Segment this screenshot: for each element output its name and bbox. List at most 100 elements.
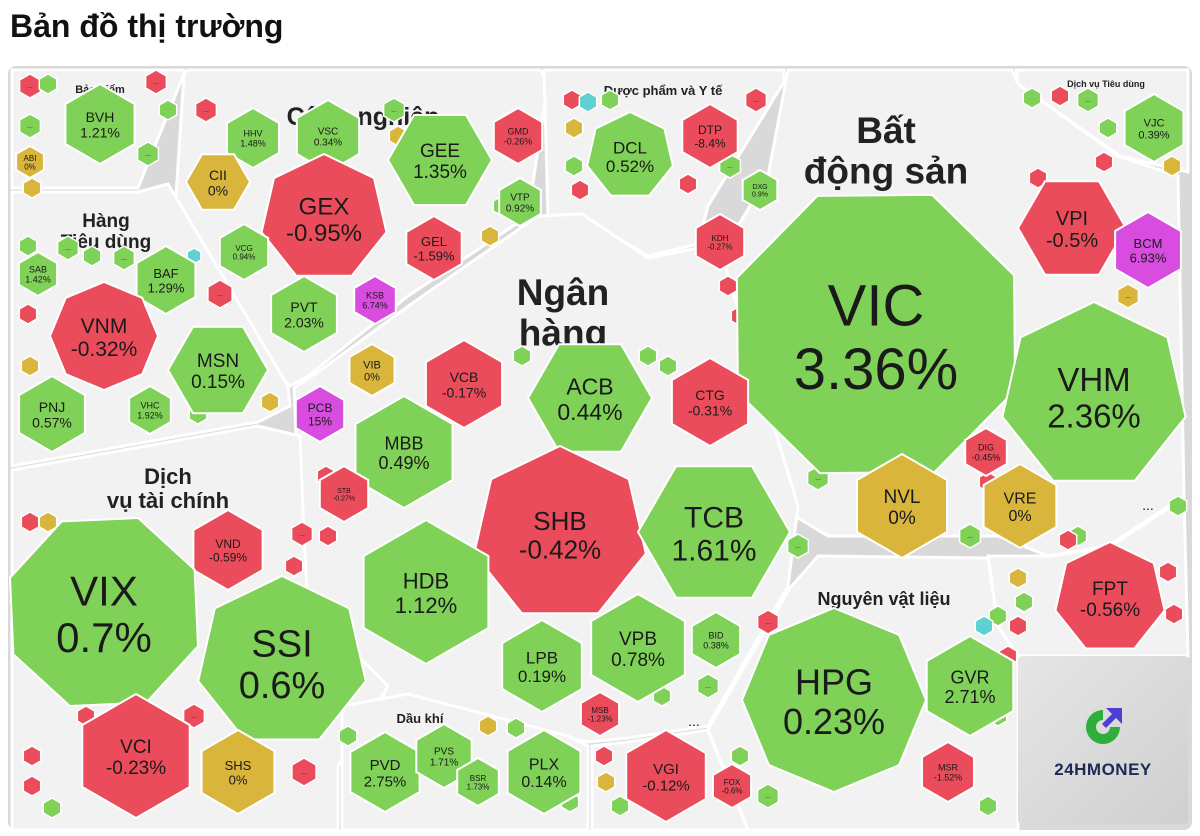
stock-cell-dtp[interactable] (681, 102, 739, 170)
minor-stock-cell[interactable] (1168, 495, 1188, 517)
minor-stock-cell[interactable] (658, 355, 678, 377)
stock-cell-gee[interactable] (386, 114, 494, 206)
minor-stock-cell[interactable] (284, 555, 304, 577)
stock-cell-vcb[interactable] (424, 338, 504, 430)
minor-stock-cell[interactable] (564, 117, 584, 139)
stock-cell-msn[interactable] (166, 325, 270, 415)
minor-stock-cell[interactable] (1022, 87, 1042, 109)
stock-cell-vib[interactable] (348, 342, 396, 398)
minor-stock-cell[interactable] (988, 605, 1008, 627)
minor-stock-cell[interactable] (1050, 85, 1070, 107)
stock-cell-ctg[interactable] (670, 356, 750, 448)
stock-cell-vre[interactable] (982, 462, 1058, 550)
minor-stock-cell[interactable] (596, 771, 616, 793)
minor-stock-cell[interactable] (22, 775, 42, 797)
stock-cell-dcl[interactable] (586, 110, 674, 197)
minor-stock-cell[interactable] (678, 173, 698, 195)
minor-stock-cell[interactable] (638, 345, 658, 367)
minor-stock-cell[interactable] (564, 155, 584, 177)
minor-stock-cell[interactable] (1158, 561, 1178, 583)
stock-cell-fox[interactable] (711, 762, 753, 810)
minor-stock-cell[interactable] (506, 717, 526, 739)
minor-stock-cell[interactable] (18, 113, 42, 139)
minor-stock-cell[interactable] (136, 141, 160, 167)
minor-stock-cell[interactable] (22, 745, 42, 767)
stock-cell-dig[interactable] (964, 426, 1008, 478)
minor-stock-cell[interactable] (1058, 529, 1078, 551)
stock-cell-kdh[interactable] (694, 212, 746, 272)
minor-stock-cell[interactable] (18, 303, 38, 325)
stock-cell-fpt[interactable] (1054, 540, 1166, 650)
minor-stock-cell[interactable] (730, 745, 750, 767)
stock-cell-pnj[interactable] (18, 374, 86, 454)
stock-cell-bsr[interactable] (456, 756, 500, 808)
minor-stock-cell[interactable] (696, 673, 720, 699)
stock-cell-vpb[interactable] (590, 592, 686, 704)
minor-stock-cell[interactable] (38, 73, 58, 95)
stock-cell-vgi[interactable] (625, 728, 707, 824)
stock-cell-hhv[interactable] (226, 106, 280, 170)
stock-cell-bcm[interactable] (1114, 210, 1182, 290)
minor-stock-cell[interactable] (562, 89, 582, 111)
stock-cell-vix[interactable] (8, 516, 200, 708)
more-stocks-label[interactable]: ... (688, 713, 700, 729)
minor-stock-cell[interactable] (112, 245, 136, 271)
minor-stock-cell[interactable] (578, 91, 598, 113)
minor-stock-cell[interactable] (207, 279, 233, 309)
minor-stock-cell[interactable] (338, 725, 358, 747)
minor-stock-cell[interactable] (22, 177, 42, 199)
stock-cell-lpb[interactable] (501, 618, 583, 714)
brand-logo-tile[interactable]: 24HMONEY (1018, 656, 1188, 824)
minor-stock-cell[interactable] (290, 521, 314, 547)
stock-cell-baf[interactable] (135, 244, 197, 316)
minor-stock-cell[interactable] (1008, 567, 1028, 589)
stock-cell-shb[interactable] (473, 444, 647, 615)
stock-cell-ksb[interactable] (353, 274, 397, 326)
minor-stock-cell[interactable] (1116, 283, 1140, 309)
minor-stock-cell[interactable] (756, 783, 780, 809)
stock-cell-gvr[interactable] (925, 634, 1015, 738)
minor-stock-cell[interactable] (260, 391, 280, 413)
minor-stock-cell[interactable] (1014, 591, 1034, 613)
stock-cell-vic[interactable] (735, 193, 1017, 475)
minor-stock-cell[interactable] (978, 795, 998, 817)
minor-stock-cell[interactable] (570, 179, 590, 201)
stock-cell-vcg[interactable] (218, 222, 270, 282)
minor-stock-cell[interactable] (144, 69, 168, 95)
stock-cell-dxg[interactable] (741, 168, 779, 212)
minor-stock-cell[interactable] (1162, 155, 1182, 177)
stock-cell-gmd[interactable] (492, 106, 544, 166)
stock-cell-tcb[interactable] (636, 465, 792, 599)
minor-stock-cell[interactable] (594, 745, 614, 767)
minor-stock-cell[interactable] (158, 99, 178, 121)
stock-cell-mbb[interactable] (354, 394, 454, 510)
stock-cell-ssi[interactable] (197, 574, 367, 741)
stock-cell-cii[interactable] (184, 153, 252, 211)
minor-stock-cell[interactable] (478, 715, 498, 737)
stock-cell-msr[interactable] (921, 740, 975, 804)
minor-stock-cell[interactable] (1008, 615, 1028, 637)
minor-stock-cell[interactable] (20, 511, 40, 533)
minor-stock-cell[interactable] (42, 797, 62, 819)
minor-stock-cell[interactable] (182, 703, 206, 729)
minor-stock-cell[interactable] (382, 97, 406, 123)
minor-stock-cell[interactable] (600, 89, 620, 111)
minor-stock-cell[interactable] (318, 525, 338, 547)
minor-stock-cell[interactable] (974, 615, 994, 637)
minor-stock-cell[interactable] (1098, 117, 1118, 139)
minor-stock-cell[interactable] (38, 511, 58, 533)
minor-stock-cell[interactable] (756, 609, 780, 635)
stock-cell-sab[interactable] (17, 250, 59, 298)
more-stocks-label[interactable]: ... (1142, 497, 1154, 513)
stock-cell-pvt[interactable] (270, 274, 338, 354)
stock-cell-bid[interactable] (690, 610, 742, 670)
stock-cell-gel[interactable] (405, 214, 463, 282)
minor-stock-cell[interactable] (1076, 87, 1100, 113)
minor-stock-cell[interactable] (291, 757, 317, 787)
stock-cell-msb[interactable] (579, 690, 621, 738)
stock-cell-vci[interactable] (81, 692, 191, 820)
minor-stock-cell[interactable] (744, 87, 768, 113)
stock-cell-vnm[interactable] (48, 280, 160, 392)
minor-stock-cell[interactable] (1094, 151, 1114, 173)
stock-cell-nvl[interactable] (856, 452, 948, 560)
